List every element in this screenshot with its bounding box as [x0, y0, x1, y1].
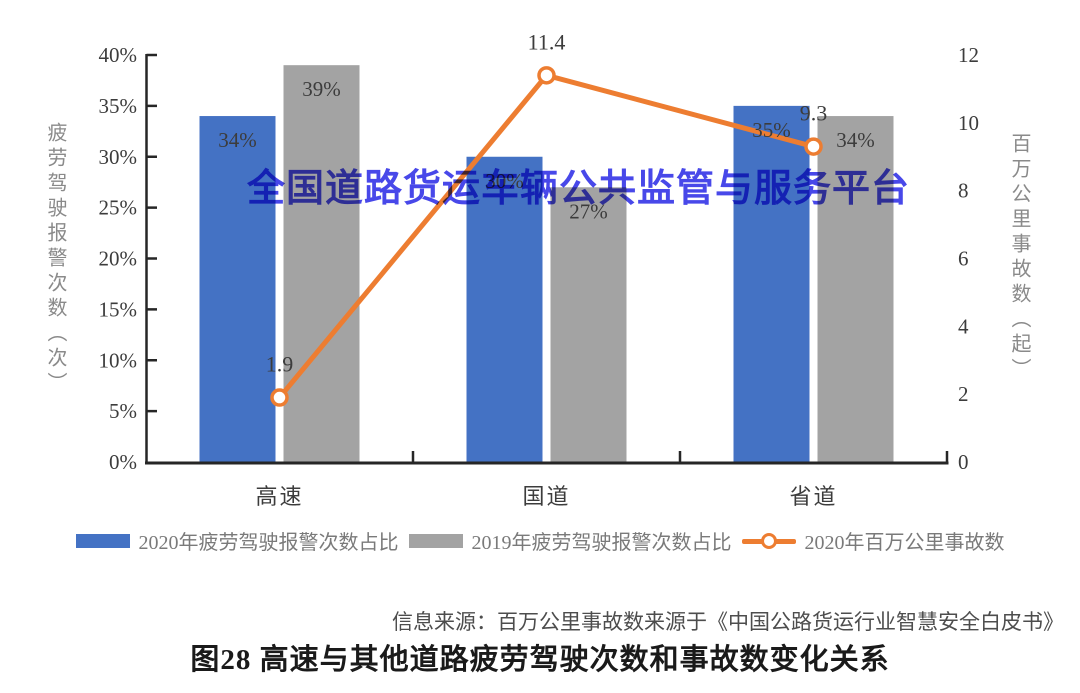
left-axis-tick-label: 35%	[99, 94, 138, 118]
line-marker-高速	[270, 388, 289, 407]
line-series	[277, 72, 816, 401]
chart-legend: 2020年疲劳驾驶报警次数占比 2019年疲劳驾驶报警次数占比 2020年百万公…	[0, 526, 1080, 555]
bar-2019年疲劳驾驶报警次数占比-省道	[817, 116, 894, 464]
watermark-text: 全国道路货运车辆公共监管与服务平台	[247, 168, 911, 210]
legend-line-ring-icon	[760, 532, 777, 549]
right-axis-title: 百万公里事故数（起）	[1008, 133, 1030, 383]
figure-caption: 图28 高速与其他道路疲劳驾驶次数和事故数变化关系	[190, 644, 890, 676]
left-axis-tick-label: 30%	[99, 145, 138, 169]
bar-2020年疲劳驾驶报警次数占比-高速	[199, 116, 276, 464]
right-axis-tick-label: 2	[958, 382, 969, 406]
category-label-省道: 省道	[789, 484, 837, 509]
left-axis-tick-label: 0%	[109, 450, 137, 474]
bar-data-label: 34%	[836, 128, 875, 152]
right-axis-tick-label: 8	[958, 179, 969, 203]
left-axis-tick-label: 40%	[99, 43, 138, 67]
line-data-label: 1.9	[266, 352, 294, 377]
category-label-高速: 高速	[255, 484, 303, 509]
left-axis-tick-label: 10%	[99, 348, 138, 372]
legend-line-marker-icon	[741, 532, 796, 549]
line-data-label: 9.3	[800, 101, 828, 126]
left-axis-tick-label: 20%	[99, 247, 138, 271]
left-axis-tick-label: 15%	[99, 297, 138, 321]
right-axis-tick-label: 4	[958, 314, 969, 338]
left-axis-title: 疲劳驾驶报警次数（次）	[44, 122, 66, 397]
bar-2020年疲劳驾驶报警次数占比-省道	[733, 105, 810, 463]
legend-label-accident-line: 2020年百万公里事故数	[804, 532, 1005, 554]
line-marker-国道	[537, 66, 556, 85]
legend-swatch-2019-bars	[408, 533, 463, 548]
right-axis-tick-label: 12	[958, 43, 979, 67]
bar-2020年疲劳驾驶报警次数占比-国道	[466, 156, 543, 463]
right-axis-tick-label: 6	[958, 247, 969, 271]
source-note: 信息来源：百万公里事故数来源于《中国公路货运行业智慧安全白皮书》	[392, 610, 1064, 634]
legend-label-2020-bars: 2020年疲劳驾驶报警次数占比	[138, 532, 399, 554]
legend-swatch-2020-bars	[75, 533, 130, 548]
bar-data-label: 35%	[752, 118, 791, 142]
legend-item-2020-bars: 2020年疲劳驾驶报警次数占比	[75, 526, 399, 555]
bar-data-label: 27%	[569, 199, 608, 223]
bar-data-label: 30%	[485, 169, 524, 193]
bar-data-label: 34%	[218, 128, 257, 152]
bar-data-label: 39%	[302, 77, 341, 101]
bar-2019年疲劳驾驶报警次数占比-国道	[550, 187, 627, 463]
line-marker-省道	[804, 137, 823, 156]
bar-2019年疲劳驾驶报警次数占比-高速	[283, 65, 360, 464]
legend-item-accident-line: 2020年百万公里事故数	[741, 526, 1005, 555]
combo-chart: 0% 5% 10% 15% 20% 25% 30% 35% 40% 0 2 4 6 8 10 12 高速 国道 省道…	[99, 29, 980, 509]
right-axis-tick-label: 10	[958, 111, 979, 135]
legend-label-2019-bars: 2019年疲劳驾驶报警次数占比	[471, 532, 732, 554]
left-axis-tick-label: 25%	[99, 196, 138, 220]
left-axis-tick-label: 5%	[109, 399, 137, 423]
legend-item-2019-bars: 2019年疲劳驾驶报警次数占比	[408, 526, 732, 555]
category-label-国道: 国道	[522, 484, 570, 509]
right-axis-tick-label: 0	[958, 450, 969, 474]
line-data-label: 11.4	[528, 29, 566, 54]
